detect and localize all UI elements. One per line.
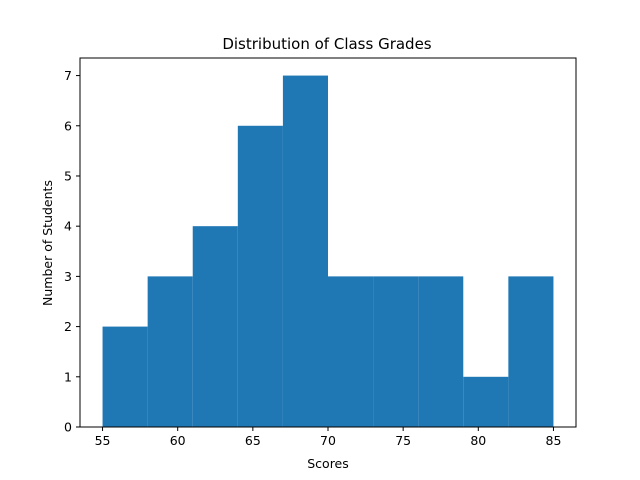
y-tick-label: 0 bbox=[64, 420, 72, 435]
histogram-bar-55-58 bbox=[102, 326, 148, 427]
x-axis-ticks: 55 60 65 70 75 80 85 bbox=[95, 427, 562, 448]
histogram-bar-61-64 bbox=[192, 226, 238, 427]
histogram-bar-76-79 bbox=[418, 276, 464, 427]
y-axis-label: Number of Students bbox=[40, 180, 55, 306]
x-tick-label: 80 bbox=[470, 433, 486, 448]
y-tick-label: 1 bbox=[64, 369, 72, 384]
y-tick-label: 5 bbox=[64, 168, 72, 183]
histogram-bar-82-85 bbox=[508, 276, 554, 427]
x-axis-label: Scores bbox=[307, 456, 349, 471]
x-tick-label: 70 bbox=[320, 433, 336, 448]
x-tick-label: 85 bbox=[546, 433, 562, 448]
y-axis-ticks: 0 1 2 3 4 5 6 7 bbox=[64, 68, 80, 435]
y-tick-label: 2 bbox=[64, 319, 72, 334]
plot-frame bbox=[79, 57, 577, 428]
x-tick-label: 75 bbox=[395, 433, 411, 448]
bars-group bbox=[102, 75, 554, 427]
x-tick-label: 65 bbox=[245, 433, 261, 448]
x-tick-label: 60 bbox=[170, 433, 186, 448]
histogram-bar-67-70 bbox=[282, 75, 328, 427]
y-tick-label: 7 bbox=[64, 68, 72, 83]
histogram-bar-73-76 bbox=[373, 276, 419, 427]
histogram-bar-64-67 bbox=[237, 125, 283, 427]
y-tick-label: 3 bbox=[64, 269, 72, 284]
y-tick-label: 4 bbox=[64, 219, 72, 234]
histogram-bar-58-61 bbox=[147, 276, 193, 427]
histogram-bar-79-82 bbox=[463, 376, 509, 427]
y-tick-label: 6 bbox=[64, 118, 72, 133]
x-tick-label: 55 bbox=[95, 433, 111, 448]
histogram-bar-70-73 bbox=[328, 276, 374, 427]
chart-title: Distribution of Class Grades bbox=[222, 35, 431, 53]
